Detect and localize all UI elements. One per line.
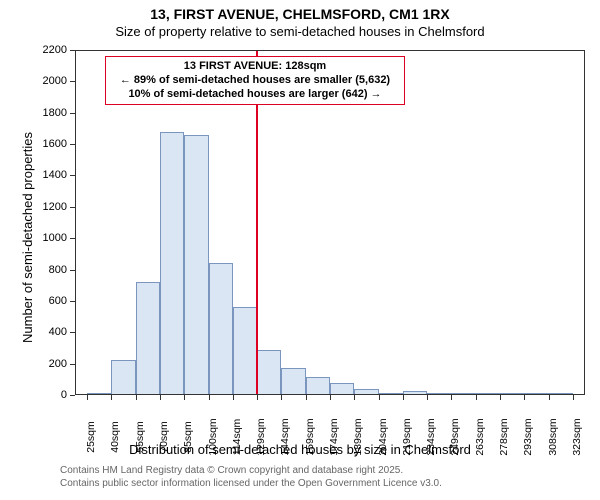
attribution-text: Contains HM Land Registry data © Crown c… [60, 464, 442, 490]
y-tick-mark [70, 113, 75, 114]
y-tick-mark [70, 395, 75, 396]
y-tick-mark [70, 301, 75, 302]
y-axis-line [75, 50, 76, 395]
y-tick-label: 1800 [37, 107, 67, 119]
annotation-line3: 10% of semi-detached houses are larger (… [112, 88, 398, 102]
annotation-line1: 13 FIRST AVENUE: 128sqm [112, 60, 398, 74]
y-tick-label: 1000 [37, 232, 67, 244]
y-tick-label: 800 [37, 264, 67, 276]
histogram-bar [184, 135, 208, 395]
x-tick-mark [524, 395, 525, 400]
y-tick-mark [70, 175, 75, 176]
x-tick-mark [281, 395, 282, 400]
y-tick-mark [70, 81, 75, 82]
histogram-bar [281, 368, 305, 395]
y-tick-mark [70, 50, 75, 51]
x-tick-mark [184, 395, 185, 400]
chart-subtitle: Size of property relative to semi-detach… [0, 24, 600, 39]
annotation-line2: ← 89% of semi-detached houses are smalle… [112, 74, 398, 88]
y-tick-label: 1400 [37, 169, 67, 181]
x-axis-top-line [75, 50, 585, 51]
x-tick-mark [87, 395, 88, 400]
histogram-bar [209, 263, 233, 395]
chart-title: 13, FIRST AVENUE, CHELMSFORD, CM1 1RX [0, 6, 600, 22]
y-tick-mark [70, 238, 75, 239]
x-tick-mark [306, 395, 307, 400]
x-tick-mark [500, 395, 501, 400]
y-tick-mark [70, 332, 75, 333]
y-tick-label: 1200 [37, 201, 67, 213]
y-tick-label: 200 [37, 358, 67, 370]
x-tick-mark [136, 395, 137, 400]
y-tick-mark [70, 364, 75, 365]
y-tick-label: 600 [37, 295, 67, 307]
x-tick-mark [476, 395, 477, 400]
attribution-line1: Contains HM Land Registry data © Crown c… [60, 464, 442, 477]
y-tick-mark [70, 207, 75, 208]
y-tick-label: 0 [37, 389, 67, 401]
histogram-bar [233, 307, 257, 395]
x-tick-mark [257, 395, 258, 400]
y-axis-label: Number of semi-detached properties [20, 132, 35, 343]
x-tick-mark [354, 395, 355, 400]
y-tick-mark [70, 144, 75, 145]
x-tick-mark [549, 395, 550, 400]
y-tick-label: 2000 [37, 75, 67, 87]
y-tick-label: 400 [37, 326, 67, 338]
histogram-bar [306, 377, 330, 395]
y-axis-right-line [584, 50, 585, 395]
annotation-box: 13 FIRST AVENUE: 128sqm ← 89% of semi-de… [105, 56, 405, 105]
attribution-line2: Contains public sector information licen… [60, 477, 442, 490]
histogram-bar [257, 350, 281, 395]
y-tick-label: 1600 [37, 138, 67, 150]
x-tick-mark [111, 395, 112, 400]
y-tick-label: 2200 [37, 44, 67, 56]
x-tick-mark [427, 395, 428, 400]
histogram-bar [136, 282, 160, 395]
x-tick-mark [233, 395, 234, 400]
histogram-bar [111, 360, 135, 395]
x-tick-mark [330, 395, 331, 400]
histogram-bar [160, 132, 184, 395]
x-tick-mark [160, 395, 161, 400]
y-tick-mark [70, 270, 75, 271]
x-tick-mark [379, 395, 380, 400]
x-tick-mark [403, 395, 404, 400]
x-tick-mark [573, 395, 574, 400]
x-tick-mark [451, 395, 452, 400]
x-tick-mark [209, 395, 210, 400]
x-axis-label: Distribution of semi-detached houses by … [0, 442, 600, 457]
